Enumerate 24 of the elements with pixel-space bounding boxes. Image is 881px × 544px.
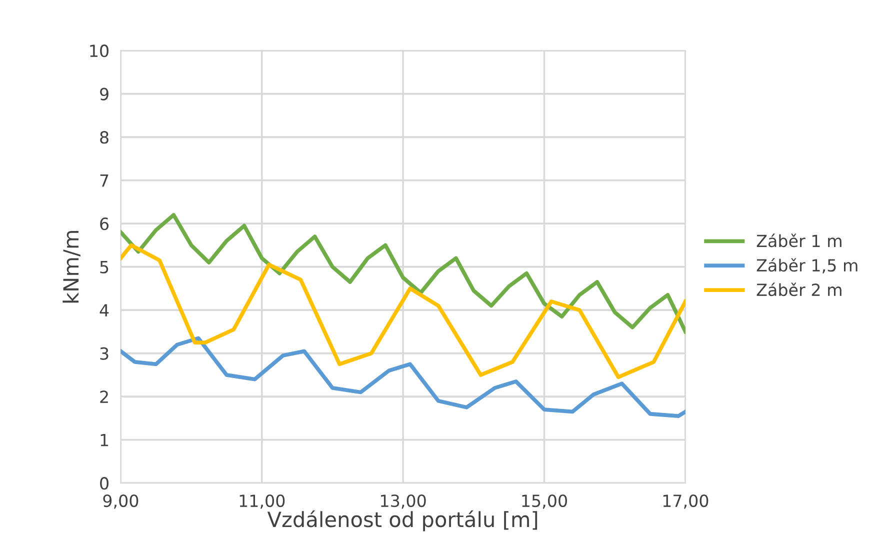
x-tick-label: 15,00 <box>522 494 567 509</box>
y-tick-label: 7 <box>100 174 108 187</box>
legend-label: Záběr 1 m <box>756 234 842 248</box>
line-series <box>120 212 686 334</box>
y-tick-label: 1 <box>100 434 108 446</box>
y-axis-title: kNm/m <box>62 230 80 303</box>
y-tick-label: 3 <box>100 347 108 360</box>
x-tick-label: 9,00 <box>103 494 138 509</box>
y-tick-label: 9 <box>100 88 108 100</box>
legend-label: Záběr 1,5 m <box>756 258 858 274</box>
line-series <box>120 336 686 418</box>
x-tick-label: 17,00 <box>663 494 708 509</box>
y-tick-label: 10 <box>90 44 108 58</box>
y-tick-label: 4 <box>100 304 109 316</box>
y-tick-label: 2 <box>100 390 108 403</box>
legend-label: Záběr 2 m <box>756 282 842 296</box>
y-tick-label: 5 <box>100 261 108 274</box>
y-tick-label: 6 <box>100 218 109 230</box>
line-series <box>120 243 686 380</box>
x-axis-title: Vzdálenost od portálu [m] <box>267 510 538 532</box>
y-tick-label: 0 <box>100 477 108 490</box>
x-tick-label: 13,00 <box>381 494 426 509</box>
x-tick-label: 11,00 <box>240 494 285 509</box>
y-tick-label: 8 <box>100 131 108 144</box>
